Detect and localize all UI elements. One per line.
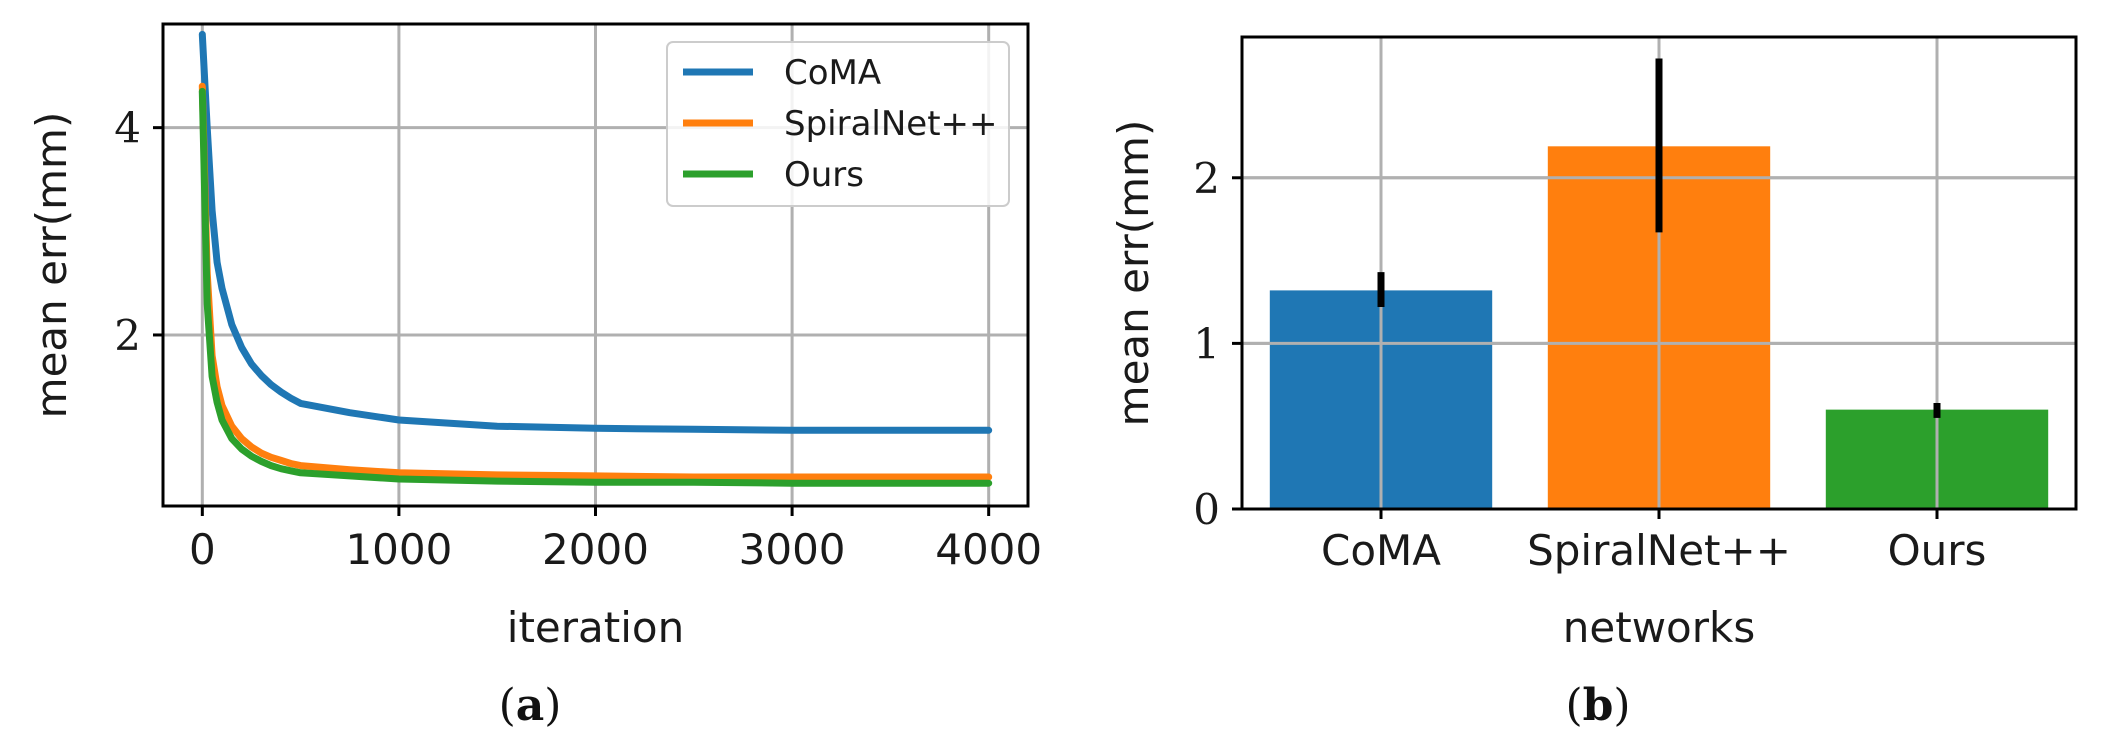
- a-legend: CoMA SpiralNet++ Ours: [666, 41, 1010, 207]
- a-panel-label-close-paren: ): [544, 680, 561, 731]
- a-series-line-ours: [198, 87, 993, 487]
- a-panel-label-letter: a: [516, 680, 545, 731]
- a-x-tick-label: 3000: [739, 525, 846, 574]
- a-series-line-coma: [198, 30, 993, 434]
- a-y-tick-label: 4: [114, 104, 141, 153]
- a-x-tick-label: 1000: [345, 525, 452, 574]
- a-legend-label-spiralnetplusplus: SpiralNet++: [784, 104, 998, 144]
- a-y-axis-label: mean err(mm): [27, 112, 76, 419]
- b-panel-label: (b): [1565, 680, 1630, 731]
- a-x-tick-label: 4000: [935, 525, 1042, 574]
- panel-a-line-chart: 0 1000 2000 3000 4000 2 4 iteration mean err(mm)…: [27, 22, 1042, 731]
- b-y-tick-label: 1: [1193, 319, 1220, 368]
- a-x-axis-label: iteration: [507, 603, 684, 652]
- a-x-tick-label: 0: [189, 525, 216, 574]
- a-legend-box: [666, 41, 1010, 207]
- b-x-tick-label-coma: CoMA: [1321, 526, 1441, 575]
- a-legend-label-ours: Ours: [784, 155, 864, 195]
- b-panel-label-letter: b: [1583, 680, 1614, 731]
- b-y-tick-label: 2: [1193, 154, 1220, 203]
- a-y-tick-label: 2: [114, 311, 141, 360]
- b-y-axis-label: mean err(mm): [1109, 120, 1158, 427]
- a-x-tick-label: 2000: [542, 525, 649, 574]
- b-y-tick-label: 0: [1193, 485, 1220, 534]
- b-panel-label-close-paren: ): [1613, 680, 1630, 731]
- b-x-tick-label-ours: Ours: [1888, 526, 1987, 575]
- b-panel-label-open-paren: (: [1565, 680, 1582, 731]
- b-x-axis-label: networks: [1563, 603, 1755, 652]
- a-panel-label: (a): [499, 680, 562, 731]
- a-legend-label-coma: CoMA: [784, 53, 881, 93]
- b-x-tick-label-spiralnetplusplus: SpiralNet++: [1527, 526, 1791, 575]
- a-panel-label-open-paren: (: [499, 680, 516, 731]
- panel-b-bar-chart: CoMA SpiralNet++ Ours 0 1 2 networks mean err(m…: [1109, 35, 2078, 731]
